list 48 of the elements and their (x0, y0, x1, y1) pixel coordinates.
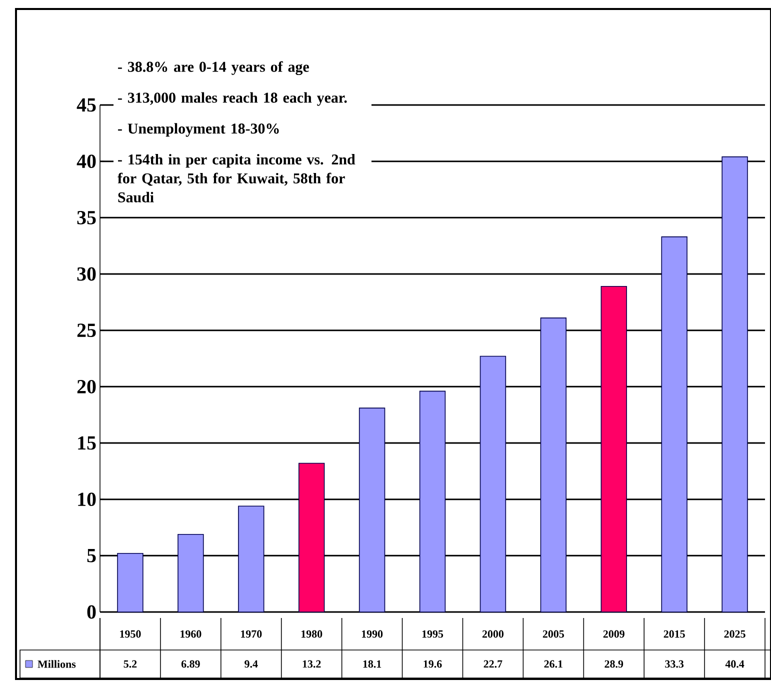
data-label: 5.2 (124, 660, 137, 668)
data-label: 26.1 (544, 660, 562, 668)
x-tick-label: 2009 (603, 630, 624, 638)
bar (419, 390, 446, 612)
bar (600, 286, 627, 612)
x-tick-label: 2015 (664, 630, 685, 638)
data-label: 9.4 (244, 660, 258, 668)
bar (480, 356, 506, 612)
bar (722, 156, 748, 612)
x-tick-label: 1990 (362, 630, 383, 638)
bar (358, 408, 386, 612)
data-label: 40.4 (725, 660, 744, 668)
legend-label: Millions (38, 660, 76, 668)
data-label: 19.6 (424, 660, 442, 668)
bar (661, 236, 688, 612)
y-tick-label: 0 (87, 605, 96, 619)
x-tick-label: 2000 (482, 630, 504, 638)
bar (298, 462, 325, 612)
text: - 38.8% are 0-14 years of age (118, 61, 309, 76)
x-tick-label: 2005 (542, 630, 564, 638)
annotation: - 313,000 males reach 18 each year. (118, 92, 347, 106)
y-tick-label: 25 (77, 324, 96, 338)
data-label: 13.2 (302, 660, 321, 668)
data-label: 28.9 (604, 660, 624, 668)
x-tick-label: 1995 (422, 630, 444, 638)
x-tick-label: 1970 (241, 630, 262, 638)
annotation: - Unemployment 18-30% (118, 123, 279, 137)
data-label: 18.1 (363, 660, 382, 668)
x-tick-label: 2025 (724, 630, 746, 638)
x-tick-label: 1980 (302, 630, 322, 638)
y-tick-label: 35 (77, 210, 96, 224)
y-tick-label: 20 (77, 380, 96, 394)
y-tick-label: 15 (78, 436, 96, 450)
annotation: - 154th in per capita income vs. 2nd for Qatar, 5th for Kuwait, 58th for Saudi (118, 154, 356, 202)
y-tick-label: 45 (76, 98, 96, 112)
x-tick-label: 1950 (120, 630, 141, 638)
x-tick-label: 1960 (180, 630, 202, 638)
y-tick-label: 40 (76, 154, 96, 168)
y-tick-label: 30 (77, 267, 96, 281)
bar (117, 553, 144, 612)
y-tick-label: 5 (87, 549, 96, 562)
bar (238, 506, 264, 612)
data-label: 33.3 (665, 660, 684, 668)
bar (540, 318, 567, 612)
y-tick-label: 10 (78, 492, 96, 506)
data-label: 6.89 (181, 660, 200, 668)
bar (178, 534, 204, 612)
data-label: 22.7 (484, 660, 502, 668)
